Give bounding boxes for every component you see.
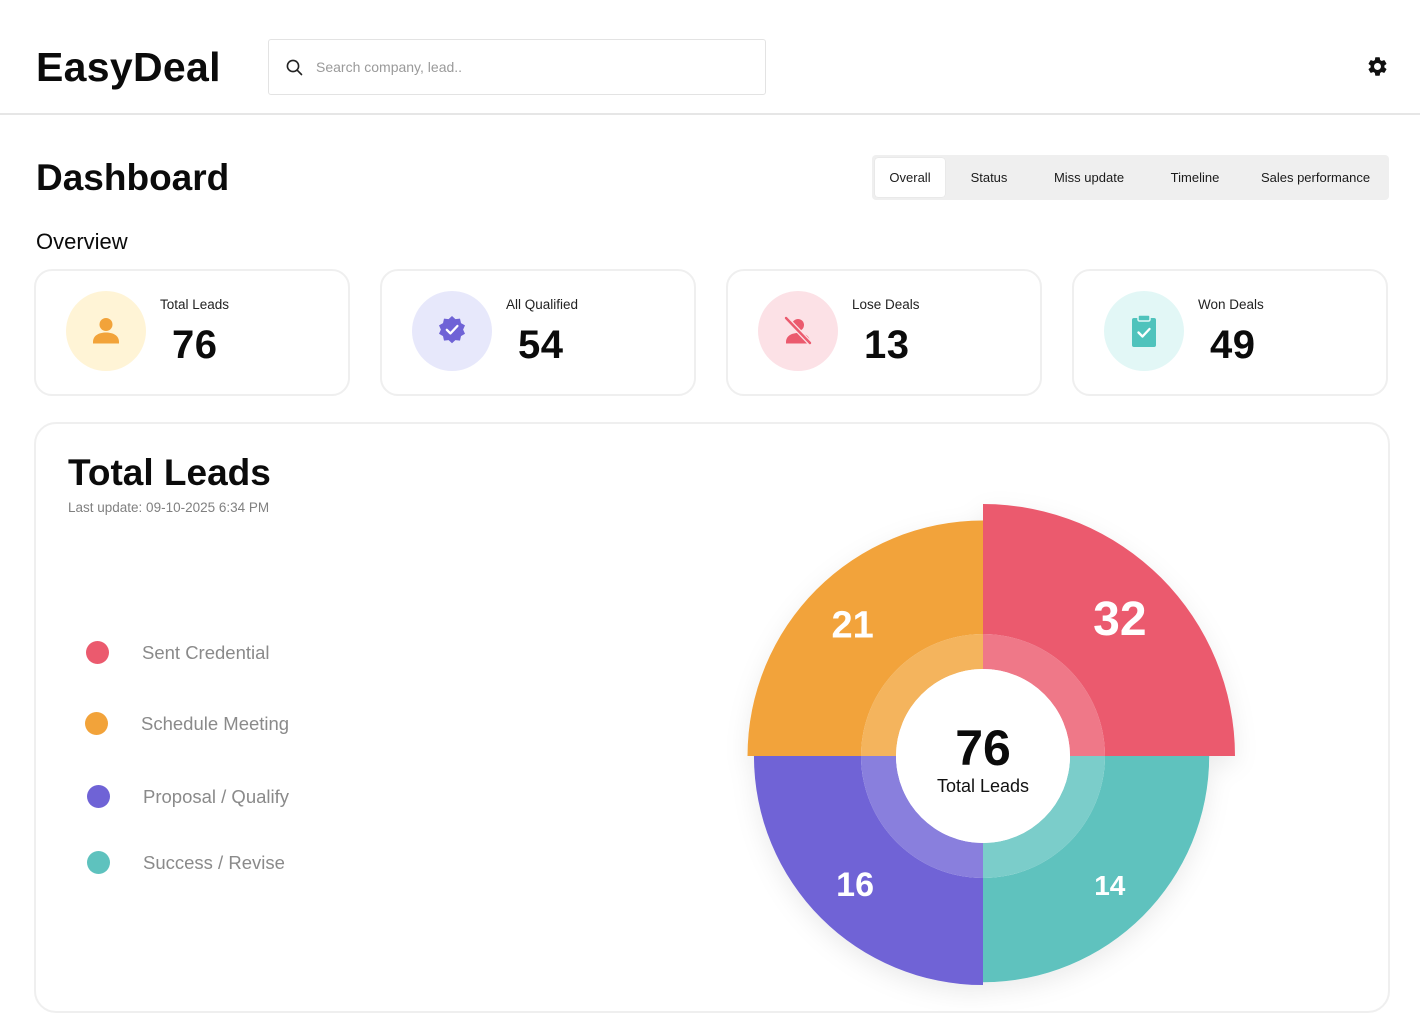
stat-card-won-deals[interactable]: Won Deals 49 [1072, 269, 1388, 396]
person-off-icon [758, 291, 838, 371]
legend-swatch [87, 785, 110, 808]
chart-slice[interactable] [753, 756, 983, 986]
chart-center-hole [896, 669, 1070, 843]
legend-swatch [87, 851, 110, 874]
clipboard-check-icon [1104, 291, 1184, 371]
stat-value: 54 [518, 323, 564, 367]
stat-card-lose-deals[interactable]: Lose Deals 13 [726, 269, 1042, 396]
stat-card-total-leads[interactable]: Total Leads 76 [34, 269, 350, 396]
legend-label: Proposal / Qualify [143, 785, 290, 807]
legend-item: Schedule Meeting [85, 712, 289, 735]
legend-label: Sent Credential [142, 641, 270, 663]
overview-heading: Overview [36, 229, 128, 254]
last-update-text: Last update: 09-10-2025 6:34 PM [68, 500, 270, 515]
legend-swatch [85, 712, 108, 735]
top-bar: EasyDeal [0, 0, 1420, 115]
stat-label: Won Deals [1198, 297, 1264, 312]
chart-slice[interactable] [983, 756, 1210, 983]
stat-card-all-qualified[interactable]: All Qualified 54 [380, 269, 696, 396]
chart-slice-label: 14 [1094, 870, 1126, 901]
tab-miss-update[interactable]: Miss update [1053, 170, 1125, 185]
tab-status[interactable]: Status [970, 170, 1008, 185]
total-leads-panel: Total Leads Last update: 09-10-2025 6:34… [34, 422, 1390, 1013]
chart-slice[interactable] [983, 504, 1235, 756]
total-leads-polar-chart: 76 Total Leads 32 14 16 21 [747, 504, 1235, 986]
legend-swatch [86, 641, 109, 664]
stat-value: 13 [864, 323, 910, 367]
chart-slice-label: 21 [831, 605, 873, 647]
stat-label: Lose Deals [852, 297, 920, 312]
stat-label: All Qualified [506, 297, 579, 312]
stat-value: 76 [172, 323, 218, 367]
tab-overall[interactable]: Overall [875, 158, 945, 197]
chart-center-value: 76 [955, 720, 1011, 776]
settings-gear-icon[interactable] [1366, 55, 1389, 78]
legend-label: Schedule Meeting [141, 712, 290, 734]
page-title: Dashboard [36, 157, 230, 198]
view-tabs: Overall Status Miss update Timeline Sale… [872, 155, 1389, 200]
search-icon [285, 58, 303, 76]
legend-label: Success / Revise [143, 851, 285, 873]
legend-item: Success / Revise [87, 851, 285, 874]
chart-inner-ring-segment [861, 756, 983, 878]
legend-item: Proposal / Qualify [87, 785, 289, 808]
chart-slice[interactable] [747, 520, 983, 756]
chart-slice-label: 32 [1093, 593, 1146, 646]
stat-label: Total Leads [160, 297, 230, 312]
person-icon [66, 291, 146, 371]
app-logo[interactable]: EasyDeal [36, 44, 221, 90]
search-box[interactable] [268, 39, 766, 95]
legend-item: Sent Credential [86, 641, 270, 664]
chart-center-label: Total Leads [937, 776, 1029, 796]
chart-slice-label: 16 [836, 866, 874, 904]
search-input[interactable] [316, 59, 736, 75]
chart-inner-ring-segment [983, 756, 1105, 878]
tab-timeline[interactable]: Timeline [1170, 170, 1220, 185]
tab-sales-performance[interactable]: Sales performance [1260, 170, 1371, 185]
panel-title: Total Leads [68, 452, 271, 493]
chart-inner-ring-segment [861, 634, 983, 756]
chart-inner-ring-segment [983, 634, 1105, 756]
verified-badge-icon [412, 291, 492, 371]
stat-value: 49 [1210, 323, 1256, 367]
